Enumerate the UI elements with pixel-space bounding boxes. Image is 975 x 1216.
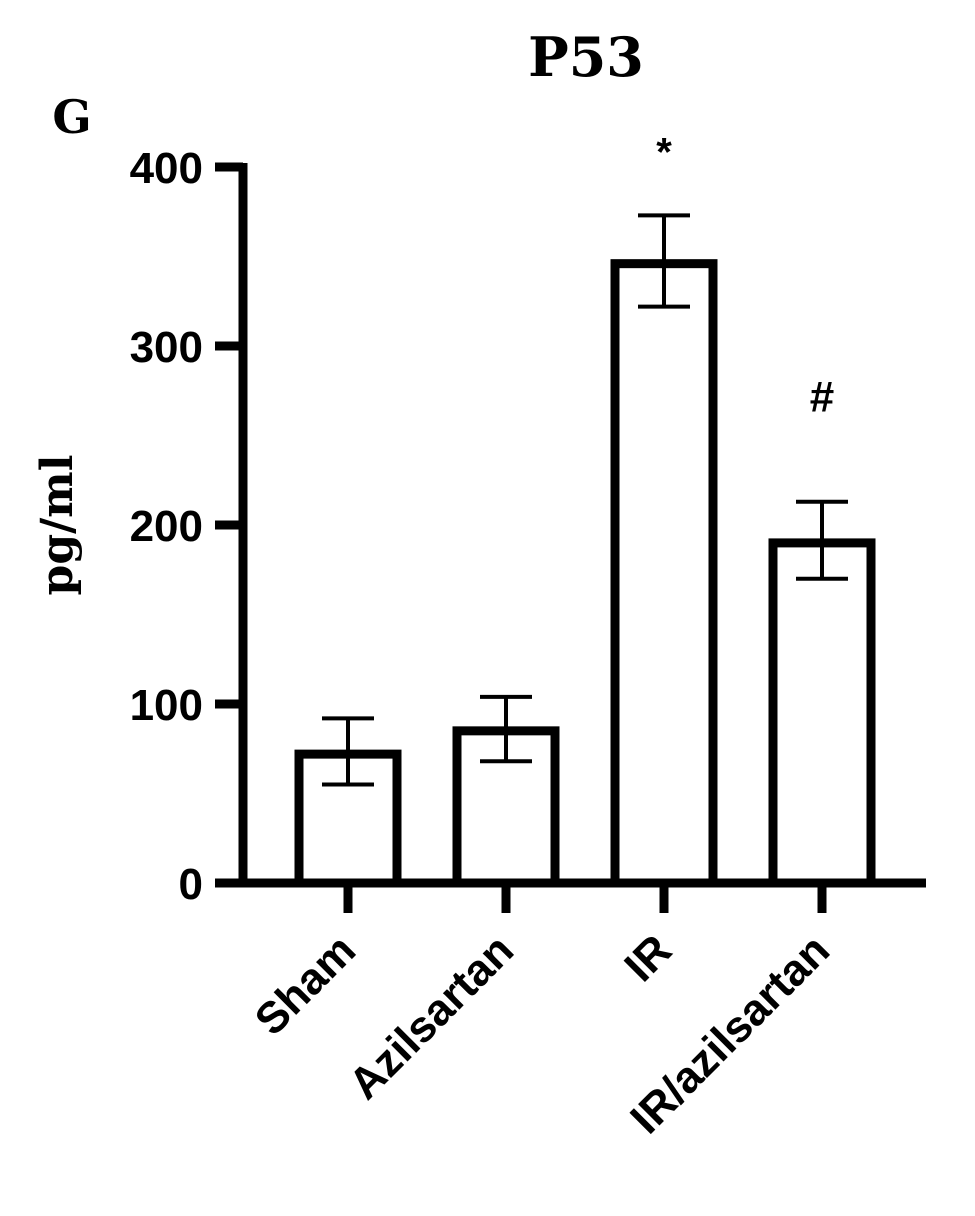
x-tick-label: Azilsartan (340, 925, 523, 1108)
y-axis-ticks: 0 100 200 300 400 (130, 144, 243, 909)
bars: *# (294, 130, 876, 888)
bar (768, 538, 876, 888)
y-axis-label: pg/ml (32, 455, 83, 596)
significance-marker: * (656, 130, 672, 174)
x-tick-label: Sham (246, 925, 365, 1044)
x-tick-label: IR (615, 925, 681, 991)
bar (610, 259, 718, 888)
y-tick-label: 300 (130, 323, 203, 372)
y-tick-label: 400 (130, 144, 203, 193)
y-tick-label: 100 (130, 681, 203, 730)
y-tick-label: 200 (130, 502, 203, 551)
significance-marker: # (810, 373, 834, 422)
axes (238, 163, 926, 913)
panel-label: G (52, 90, 91, 144)
chart-title: P53 (528, 25, 644, 89)
y-tick-label: 0 (179, 860, 203, 909)
